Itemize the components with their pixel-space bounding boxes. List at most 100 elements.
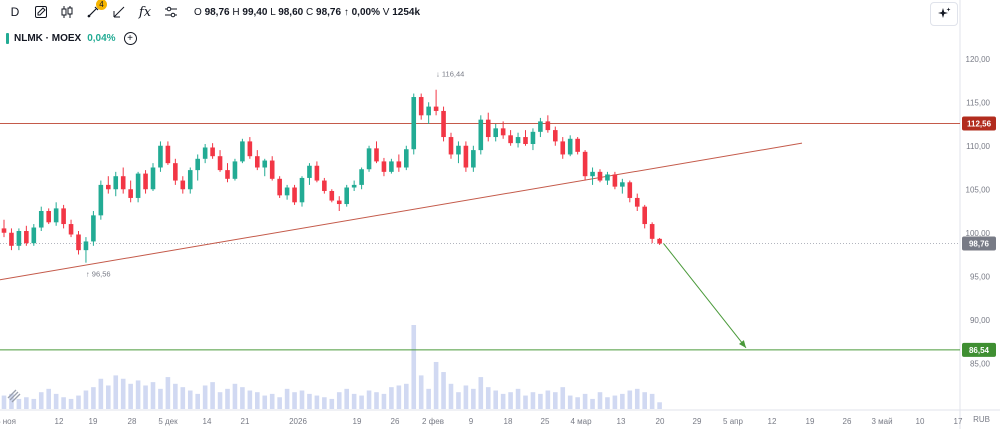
settings-sliders-icon[interactable] xyxy=(160,1,182,23)
candle-body xyxy=(404,149,409,168)
candle-body xyxy=(463,145,469,168)
low-annotation: ↑ 96,56 xyxy=(86,270,111,279)
volume-bar xyxy=(627,390,633,409)
candle-body xyxy=(24,231,29,244)
candle-body xyxy=(232,161,238,179)
candle-body xyxy=(485,119,491,138)
candle-body xyxy=(262,160,268,168)
x-tick-label: 17 xyxy=(954,417,963,426)
volume-bar xyxy=(553,392,558,409)
candle-body xyxy=(217,156,223,171)
volume-bar xyxy=(582,393,588,409)
y-tick-label: 115,00 xyxy=(966,98,990,107)
add-symbol-plus-icon[interactable]: + xyxy=(123,32,137,45)
candle-body xyxy=(1,228,7,233)
candle-body xyxy=(269,160,275,179)
trend-line xyxy=(0,142,803,281)
volume-bar xyxy=(106,385,111,409)
indicators-label: fx xyxy=(138,4,152,20)
candle-body xyxy=(545,121,551,131)
volume-bar xyxy=(493,390,498,409)
candle-body xyxy=(612,174,618,187)
volume-bar xyxy=(575,397,580,409)
volume-bar xyxy=(366,390,372,409)
candle-body xyxy=(113,176,119,190)
volume-bar xyxy=(1,395,7,409)
interval-button[interactable]: D xyxy=(4,1,26,23)
volume-bar xyxy=(24,397,29,409)
candle-body xyxy=(187,170,193,190)
candle-body xyxy=(329,190,335,201)
candle-body xyxy=(83,241,89,251)
volume-bar xyxy=(187,390,193,409)
volume-bar xyxy=(46,388,51,409)
volume-bar xyxy=(240,387,245,409)
candle-body xyxy=(180,180,186,190)
x-tick-label: 29 xyxy=(693,417,702,426)
candle-body xyxy=(322,180,327,191)
projection-arrow-line xyxy=(663,243,747,349)
sparkle-assistant-button[interactable] xyxy=(930,2,958,26)
volume-bar xyxy=(381,393,387,409)
open-value: 98,76 xyxy=(204,6,230,18)
x-tick-label: 18 xyxy=(504,417,513,426)
volume-bar xyxy=(389,387,394,409)
candle-body xyxy=(277,178,282,196)
volume-bar xyxy=(478,377,484,409)
candle-body xyxy=(98,184,104,216)
volume-bar xyxy=(642,392,647,409)
symbol-name[interactable]: NLMK · MOEX xyxy=(14,33,82,44)
x-tick-label: 21 xyxy=(241,417,250,426)
volume-bar xyxy=(269,393,275,409)
volume-bar xyxy=(612,395,618,409)
candle-body xyxy=(366,148,372,170)
candle-body xyxy=(620,182,625,187)
volume-bar xyxy=(292,392,297,409)
volume-bar xyxy=(225,388,230,409)
target-tag xyxy=(962,342,996,357)
x-tick-label: 13 xyxy=(617,417,626,426)
alerts-icon[interactable]: 4 xyxy=(82,0,107,23)
indicators-button[interactable]: fx xyxy=(134,1,156,23)
symbol-legend: NLMK · MOEX 0,04% + xyxy=(6,32,137,45)
volume-bar xyxy=(284,388,290,409)
volume-bar xyxy=(322,397,327,409)
candle-body xyxy=(418,97,424,116)
resistance-tag xyxy=(962,116,996,131)
candle-body xyxy=(16,231,22,246)
volume-bar xyxy=(53,393,59,409)
symbol-edit-icon[interactable] xyxy=(30,1,52,23)
candle-body xyxy=(31,227,37,244)
volume-bar xyxy=(98,378,104,409)
volume-bar xyxy=(344,388,349,409)
x-tick-label: 26 xyxy=(391,417,400,426)
high-annotation: ↓ 116,44 xyxy=(436,70,464,79)
candle-body xyxy=(381,161,387,172)
candle-body xyxy=(68,224,74,235)
drawing-tools-icon[interactable] xyxy=(108,1,130,23)
volume-bar xyxy=(426,388,431,409)
volume-bar xyxy=(299,390,305,409)
volume-bar xyxy=(255,392,260,409)
interval-label: D xyxy=(10,5,20,19)
candle-body xyxy=(471,150,476,168)
x-tick-label: 19 xyxy=(353,417,362,426)
candle-body xyxy=(299,177,305,203)
low-label: L xyxy=(270,6,276,18)
close-label: C xyxy=(306,6,314,18)
candle-body xyxy=(575,138,580,152)
volume-bar xyxy=(262,395,268,409)
candle-body xyxy=(530,131,536,145)
x-tick-label: 26 xyxy=(843,417,852,426)
volume-bar xyxy=(634,388,640,409)
candle-body xyxy=(61,208,66,225)
volume-bar xyxy=(83,390,89,409)
candle-body xyxy=(284,187,290,196)
x-tick-label: 5 дек xyxy=(158,417,178,426)
candles-icon[interactable] xyxy=(56,1,78,23)
candle-body xyxy=(642,206,647,225)
volume-bar xyxy=(441,372,446,409)
x-tick-label: 28 xyxy=(128,417,137,426)
volume-bar xyxy=(31,398,37,409)
